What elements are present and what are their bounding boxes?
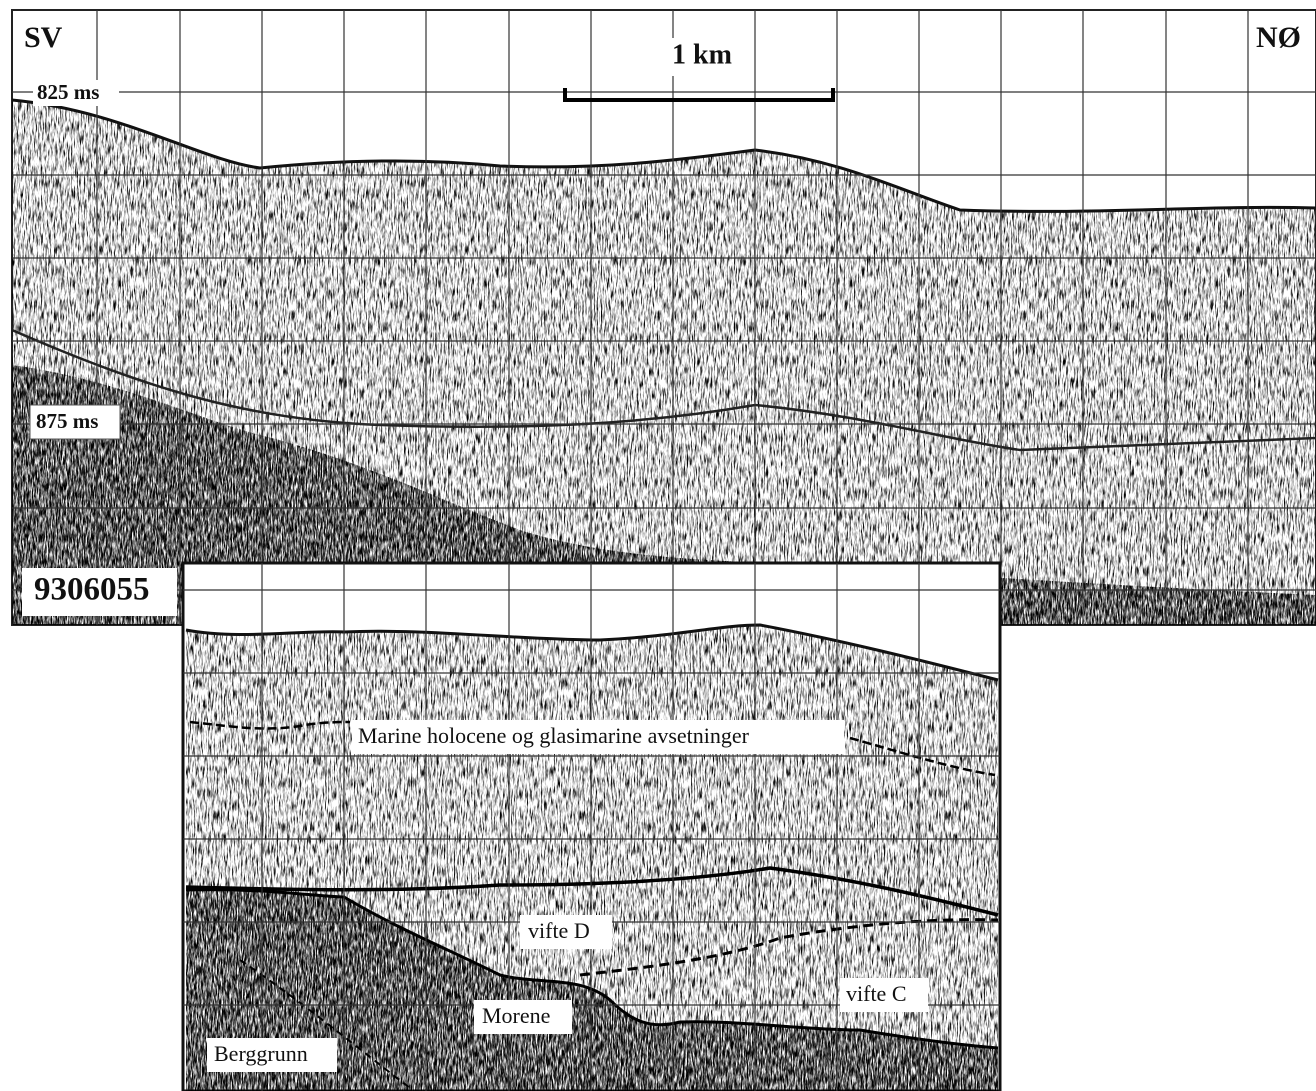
bedrock-label: Berggrunn	[214, 1041, 308, 1066]
inset-panel: Marine holocene og glasimarine avsetning…	[183, 563, 1000, 1091]
moraine-label: Morene	[482, 1003, 550, 1028]
fan-d-label: vifte D	[528, 918, 590, 943]
line-id: 9306055	[34, 572, 150, 608]
seismic-figure: SV NØ 1 km 825 ms 875 ms 9306055	[0, 0, 1316, 1091]
fan-c-label: vifte C	[846, 981, 907, 1006]
scale-bar-label: 1 km	[672, 39, 732, 70]
time-label: 875 ms	[36, 409, 98, 433]
upper-panel: SV NØ 1 km 825 ms 875 ms 9306055	[12, 10, 1316, 625]
sediment-label: Marine holocene og glasimarine avsetning…	[358, 723, 750, 748]
time-label: 825 ms	[37, 80, 99, 104]
direction-left: SV	[24, 21, 63, 54]
direction-right: NØ	[1256, 21, 1301, 54]
